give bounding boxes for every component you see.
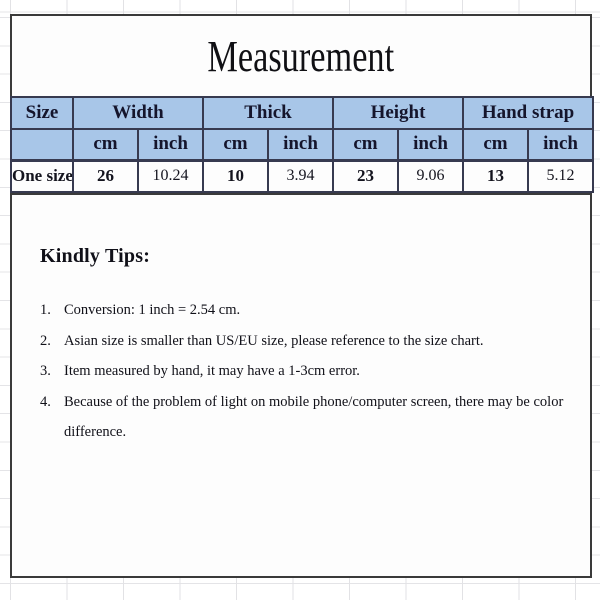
list-item: 3. Item measured by hand, it may have a … [40, 356, 576, 387]
table-row-one-size: One size 26 10.24 10 3.94 23 9.06 13 5.1… [10, 159, 595, 193]
value-thick-cm: 10 [202, 159, 269, 193]
tip-number: 2. [40, 332, 51, 349]
tips-heading: Kindly Tips: [40, 245, 151, 267]
unit-cell-height-cm: cm [332, 128, 399, 162]
col-header-height: Height [331, 96, 465, 130]
title-box: Measurement [10, 14, 592, 98]
unit-cell-thick-inch: inch [267, 128, 334, 162]
list-item: 1. Conversion: 1 inch = 2.54 cm. [40, 295, 576, 326]
tip-text: Because of the problem of light on mobil… [64, 393, 564, 441]
value-strap-cm: 13 [462, 159, 530, 193]
tips-list: 1. Conversion: 1 inch = 2.54 cm. 2. Asia… [40, 295, 576, 448]
unit-cell-width-inch: inch [137, 128, 204, 162]
header-row-groups: Size Width Thick Height Hand strap [10, 96, 595, 130]
col-header-size: Size [10, 96, 74, 130]
tip-number: 1. [40, 302, 51, 318]
header-row-units: cm inch cm inch cm inch cm inch [10, 128, 595, 162]
value-strap-inch: 5.12 [527, 159, 595, 193]
row-label-one-size: One size [10, 159, 74, 193]
col-header-thick: Thick [202, 96, 334, 130]
tip-text: Item measured by hand, it may have a 1-3… [64, 363, 360, 379]
unit-cell-strap-cm: cm [462, 128, 530, 162]
kindly-tips-box: Kindly Tips: 1. Conversion: 1 inch = 2.5… [10, 193, 592, 578]
tip-text: Conversion: 1 inch = 2.54 cm. [64, 302, 241, 318]
value-height-inch: 9.06 [396, 159, 465, 193]
tip-number: 4. [40, 393, 51, 410]
tip-text: Asian size is smaller than US/EU size, p… [64, 332, 484, 349]
unit-cell-empty [10, 128, 74, 162]
col-header-hand-strap: Hand strap [462, 96, 595, 130]
page-title: Measurement [207, 31, 395, 81]
list-item: 4. Because of the problem of light on mo… [40, 387, 576, 448]
col-header-width: Width [72, 96, 204, 130]
value-height-cm: 23 [332, 159, 399, 193]
unit-cell-thick-cm: cm [202, 128, 269, 162]
tip-number: 3. [40, 363, 51, 379]
value-width-cm: 26 [72, 159, 139, 193]
unit-cell-width-cm: cm [72, 128, 139, 162]
unit-cell-height-inch: inch [396, 128, 465, 162]
value-thick-inch: 3.94 [267, 159, 334, 193]
unit-cell-strap-inch: inch [527, 128, 595, 162]
list-item: 2. Asian size is smaller than US/EU size… [40, 326, 576, 357]
measurement-table: Size Width Thick Height Hand strap cm in… [10, 96, 595, 193]
value-width-inch: 10.24 [137, 159, 204, 193]
